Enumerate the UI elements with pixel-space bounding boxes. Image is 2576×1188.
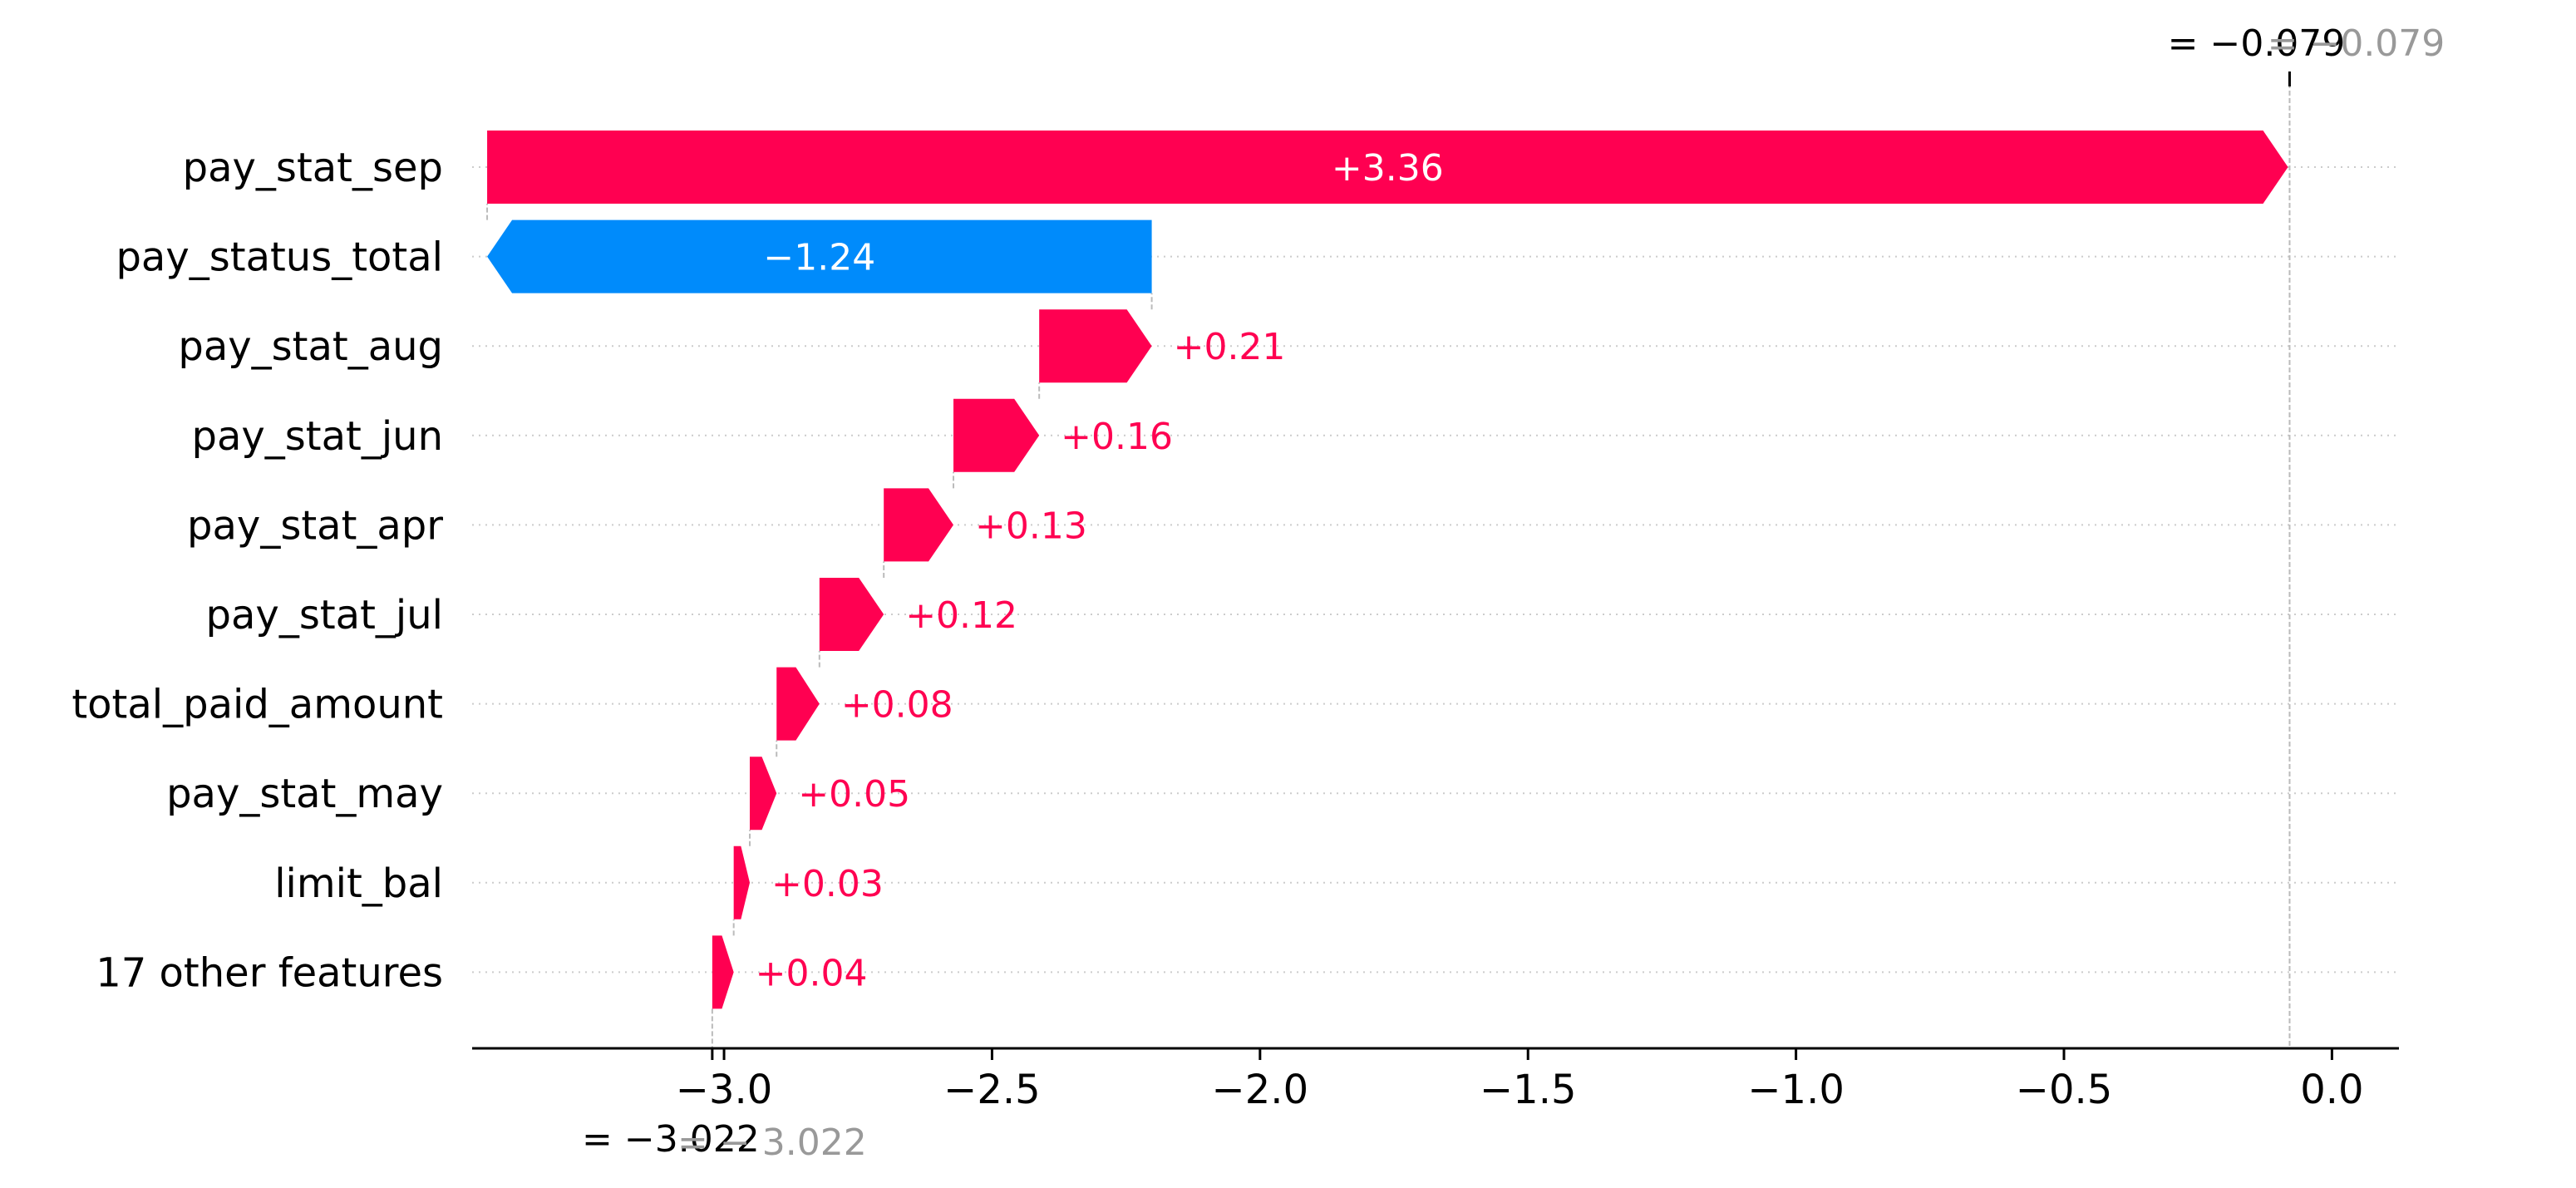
- base-value-label: = −3.022: [582, 1118, 760, 1161]
- bar-total_paid_amount: [776, 667, 820, 741]
- value-label: +3.36: [1332, 147, 1444, 190]
- feature-label: pay_stat_may: [166, 771, 443, 817]
- value-label: +0.13: [975, 505, 1087, 547]
- feature-label: 17 other features: [96, 949, 443, 996]
- feature-label: pay_status_total: [116, 234, 443, 281]
- value-label: +0.16: [1061, 416, 1173, 458]
- x-tick-label: 0.0: [2300, 1067, 2363, 1113]
- bar-17-other-features: [712, 935, 734, 1009]
- value-label: +0.04: [756, 952, 868, 994]
- feature-label: pay_stat_sep: [183, 145, 443, 191]
- feature-label: limit_bal: [274, 860, 443, 907]
- value-labels: +3.36 −1.24 +0.21 +0.16 +0.13 +0.12 +0.08 +0.05…: [756, 147, 1444, 994]
- bar-pay_stat_jul: [819, 578, 884, 651]
- x-tick-label: −1.5: [1480, 1067, 1577, 1113]
- feature-label: pay_stat_aug: [178, 323, 443, 370]
- value-label: +0.21: [1174, 326, 1286, 368]
- x-tick-label: −0.5: [2016, 1067, 2113, 1113]
- bar-pay_stat_may: [749, 757, 777, 831]
- value-label: +0.03: [771, 863, 884, 905]
- bars: [487, 131, 2288, 1009]
- x-tick-label: −3.0: [676, 1067, 773, 1113]
- bar-limit_bal: [733, 845, 750, 919]
- base-value-ghost-label: = − 3.022: [677, 1121, 867, 1164]
- value-label: +0.05: [798, 773, 910, 816]
- value-label: −1.24: [763, 237, 875, 279]
- bar-pay_stat_jun: [953, 398, 1040, 472]
- value-label: +0.08: [841, 684, 953, 727]
- output-value-ghost-label: = −0.079: [2268, 22, 2445, 65]
- bar-pay_status_total: [487, 219, 1152, 293]
- bar-pay_stat_sep: [487, 131, 2288, 204]
- feature-labels: pay_stat_sep pay_status_total pay_stat_aug…: [71, 145, 443, 996]
- feature-label: pay_stat_jun: [191, 413, 443, 460]
- bar-connectors: [486, 83, 2291, 1057]
- value-label: +0.12: [905, 594, 1017, 637]
- x-tick-label: −2.5: [943, 1067, 1041, 1113]
- x-tick-label: −2.0: [1212, 1067, 1309, 1113]
- feature-label: pay_stat_jul: [206, 592, 443, 638]
- feature-label: total_paid_amount: [71, 682, 443, 728]
- feature-label: pay_stat_apr: [187, 502, 443, 549]
- x-axis: −3.0 −2.5 −2.0 −1.5 −1.0 −0.5 0.0: [472, 1047, 2399, 1113]
- x-tick-label: −1.0: [1747, 1067, 1845, 1113]
- output-value-label: = −0.079: [2168, 22, 2346, 65]
- fx-marks: = −3.022= − 3.022 = −0.079= −0.079: [582, 22, 2445, 1164]
- bar-pay_stat_apr: [884, 488, 954, 562]
- bar-pay_stat_aug: [1039, 309, 1152, 383]
